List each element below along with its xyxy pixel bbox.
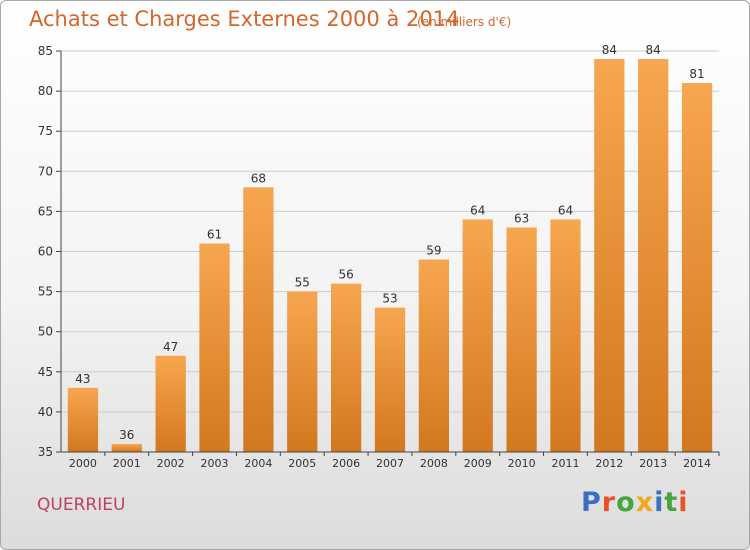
bar-2004: [243, 187, 274, 452]
y-tick-label: 65: [38, 204, 53, 218]
bar-2014: [681, 83, 713, 452]
logo-letter: x: [635, 487, 655, 518]
y-tick-label: 40: [38, 405, 53, 419]
data-label-2008: 59: [426, 244, 441, 258]
data-label-2006: 56: [338, 268, 353, 282]
x-tick-label-2012: 2012: [595, 457, 623, 470]
proxiti-logo: Proxiti: [581, 487, 689, 518]
x-tick-label-2014: 2014: [683, 457, 711, 470]
data-label-2004: 68: [251, 171, 266, 185]
bar-2011: [550, 219, 581, 452]
data-label-2003: 61: [207, 227, 222, 241]
bar-2010: [506, 227, 537, 452]
data-label-2001: 36: [119, 428, 134, 442]
x-tick-label-2001: 2001: [113, 457, 141, 470]
bar-2009: [462, 219, 493, 452]
bar-2008: [418, 259, 450, 452]
x-tick-label-2002: 2002: [157, 457, 185, 470]
y-tick-label: 55: [38, 285, 53, 299]
chart-title: Achats et Charges Externes 2000 à 2014: [29, 7, 460, 31]
x-tick-label-2000: 2000: [69, 457, 97, 470]
logo-letter: i: [678, 487, 689, 518]
x-tick-label-2004: 2004: [244, 457, 272, 470]
bar-2000: [67, 387, 99, 452]
y-tick-label: 85: [38, 44, 53, 58]
data-label-2011: 64: [558, 203, 573, 217]
data-label-2000: 43: [75, 372, 90, 386]
x-tick-label-2007: 2007: [376, 457, 404, 470]
bar-2002: [155, 355, 186, 452]
x-tick-label-2008: 2008: [420, 457, 448, 470]
y-tick-label: 60: [38, 245, 53, 259]
data-label-2002: 47: [163, 340, 178, 354]
logo-letter: i: [654, 487, 665, 518]
x-tick-label-2003: 2003: [201, 457, 229, 470]
logo-letter: t: [664, 487, 679, 518]
bar-2001: [111, 443, 142, 452]
x-tick-label-2009: 2009: [464, 457, 492, 470]
chart-subtitle: (en milliers d'€): [417, 15, 512, 29]
x-tick-label-2005: 2005: [288, 457, 316, 470]
y-tick-label: 80: [38, 84, 53, 98]
y-tick-label: 75: [38, 124, 53, 138]
data-label-2014: 81: [689, 67, 704, 81]
bar-2012: [594, 59, 625, 453]
logo-letter: o: [616, 487, 636, 518]
data-label-2010: 63: [514, 211, 529, 225]
logo-letter: r: [601, 487, 617, 518]
bars: 43 36 47 61 68 55 56 53 59 64 63 64 84 84 81: [67, 43, 713, 453]
y-tick-label: 35: [38, 445, 53, 459]
x-tick-label-2011: 2011: [551, 457, 579, 470]
bar-2013: [638, 59, 669, 453]
bar-2006: [330, 283, 362, 452]
data-label-2009: 64: [470, 203, 485, 217]
logo-letter: P: [581, 487, 602, 518]
data-label-2007: 53: [382, 292, 397, 306]
bar-2005: [287, 291, 318, 452]
location-name: QUERRIEU: [37, 495, 126, 515]
data-label-2012: 84: [602, 43, 617, 57]
x-tick-label-2010: 2010: [508, 457, 536, 470]
bar-2003: [199, 243, 230, 452]
x-tick-label-2006: 2006: [332, 457, 360, 470]
x-tick-label-2013: 2013: [639, 457, 667, 470]
data-label-2013: 84: [646, 43, 661, 57]
axes: 35 40 45 50 55 60 65 70 75 80 85 2000 2001 2002 2003 20…: [38, 44, 720, 470]
y-tick-label: 70: [38, 164, 53, 178]
data-label-2005: 55: [295, 276, 310, 290]
y-tick-label: 45: [38, 365, 53, 379]
y-tick-label: 50: [38, 325, 53, 339]
bar-2007: [374, 307, 406, 452]
